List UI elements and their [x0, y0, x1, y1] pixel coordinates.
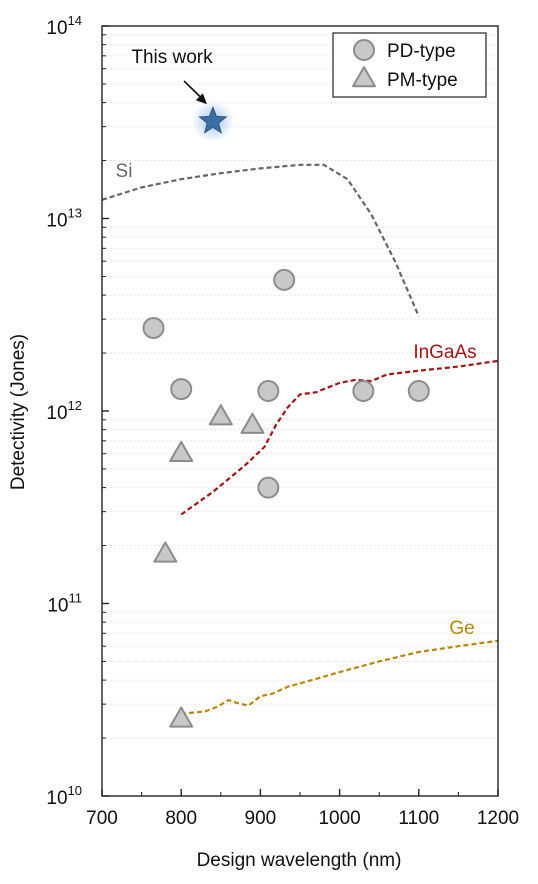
point-pm-type	[208, 404, 233, 426]
y-tick-label: 1011	[47, 591, 82, 617]
legend-marker-pm-type	[352, 66, 376, 88]
curve-si	[101, 163, 420, 317]
reference-curves	[101, 163, 499, 716]
point-pd-type	[257, 476, 280, 499]
x-tick-label: 1200	[477, 808, 519, 829]
point-pd-type	[352, 380, 375, 403]
grid-lines	[102, 34, 498, 739]
x-tick-label: 700	[86, 808, 118, 829]
legend: PD-type PM-type	[332, 32, 487, 98]
point-this-work	[198, 105, 228, 134]
point-pd-type	[142, 316, 165, 339]
curve-label-si: Si	[116, 161, 133, 182]
annotation-this-work: This work	[131, 47, 213, 68]
point-pd-type	[257, 380, 280, 403]
y-tick-label: 1010	[46, 783, 82, 809]
chart-labels: 700 800 900 1000 1100 1200 1010 1011 1012 1013 101…	[46, 13, 519, 829]
x-tick-label: 900	[245, 808, 277, 829]
x-axis-title: Design wavelength (nm)	[197, 850, 402, 871]
point-pd-type	[170, 378, 193, 401]
legend-marker-pd-type	[353, 39, 375, 61]
point-pd-type	[273, 268, 296, 291]
axis-ticks	[101, 25, 499, 797]
y-tick-label: 1014	[46, 13, 82, 39]
curve-ge	[180, 639, 499, 716]
legend-label: PD-type	[387, 41, 456, 62]
y-tick-label: 1012	[46, 398, 82, 424]
annotation-arrowhead	[195, 93, 207, 105]
point-pd-type	[407, 380, 430, 403]
curve-ingaas	[180, 359, 499, 516]
point-pm-type	[169, 706, 194, 728]
point-pm-type	[153, 541, 178, 563]
x-tick-label: 800	[165, 808, 197, 829]
curve-label-ingaas: InGaAs	[413, 342, 476, 363]
point-pm-type	[169, 440, 194, 462]
x-tick-label: 1100	[398, 808, 439, 829]
legend-label: PM-type	[387, 70, 458, 91]
point-pm-type	[240, 412, 265, 434]
curve-label-ge: Ge	[449, 618, 474, 639]
y-axis-title: Detectivity (Jones)	[8, 334, 29, 490]
data-points	[142, 100, 430, 728]
y-tick-label: 1013	[46, 206, 82, 232]
x-tick-label: 1000	[318, 808, 360, 829]
